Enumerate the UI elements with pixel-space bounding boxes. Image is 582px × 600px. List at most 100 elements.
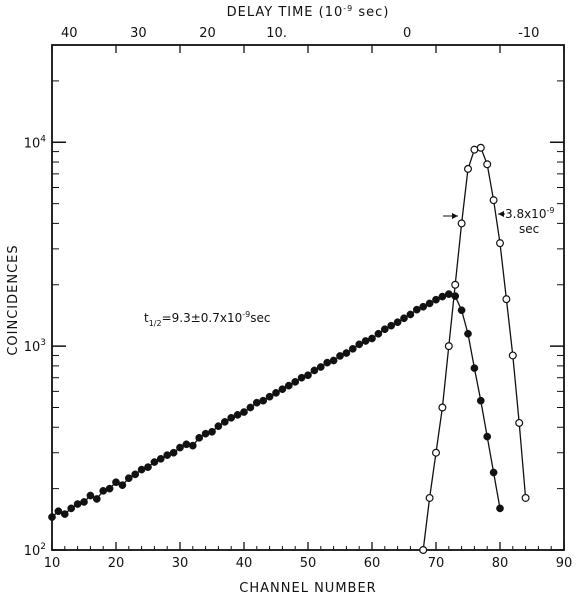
filled-data-point <box>80 498 88 506</box>
filled-data-point <box>297 373 306 382</box>
open-data-point <box>476 143 485 152</box>
y-tick-label: 104 <box>24 134 47 151</box>
y-axis-title: COINCIDENCES <box>6 244 21 355</box>
curves-layer <box>51 146 527 551</box>
open-data-point <box>419 545 428 554</box>
filled-data-point <box>310 366 319 375</box>
open-data-point <box>515 418 524 427</box>
filled-data-point <box>374 329 383 338</box>
filled-data-point <box>150 458 159 466</box>
filled-data-point <box>259 396 268 405</box>
y-tick-label: 103 <box>24 338 46 355</box>
filled-data-point <box>60 510 69 518</box>
open-data-point <box>438 403 447 412</box>
filled-data-point <box>406 310 415 319</box>
filled-data-point <box>355 340 364 349</box>
filled-data-point <box>118 481 127 490</box>
filled-data-point <box>144 463 152 471</box>
open-data-point <box>432 448 441 457</box>
filled-data-point <box>393 318 402 327</box>
svg-text:3.8x10-9: 3.8x10-9 <box>505 206 554 221</box>
x-tick-label: 60 <box>364 556 381 571</box>
top-axis-title: DELAY TIME (10-9 sec) <box>227 4 390 20</box>
open-data-point <box>502 295 511 304</box>
filled-data-point <box>361 337 370 345</box>
open-data-point <box>425 493 434 502</box>
x-tick-label: 70 <box>428 556 445 571</box>
y-tick-label: 102 <box>24 542 46 559</box>
filled-data-point <box>124 474 133 483</box>
filled-data-point <box>169 448 178 457</box>
filled-data-point <box>470 364 479 372</box>
x-tick-label: 10 <box>44 556 61 571</box>
x-tick-label: 20 <box>108 556 125 571</box>
filled-data-point <box>105 484 114 493</box>
open-data-point <box>496 239 505 248</box>
filled-data-point <box>476 396 485 405</box>
x-tick-label: 50 <box>300 556 317 571</box>
filled-data-point <box>489 468 498 477</box>
open-data-point <box>521 493 530 502</box>
filled-data-point <box>304 371 312 380</box>
filled-data-point <box>208 427 216 436</box>
top-tick-label: 10. <box>266 26 287 41</box>
filled-data-point <box>432 295 440 304</box>
filled-data-point <box>278 385 287 394</box>
x-tick-label: 80 <box>492 556 509 571</box>
filled-data-point <box>265 392 274 401</box>
open-data-point <box>508 351 517 360</box>
filled-data-point <box>483 432 492 441</box>
filled-data-point <box>227 413 236 422</box>
filled-data-point <box>246 403 255 412</box>
open-data-point <box>464 164 473 173</box>
filled-data-point <box>451 292 460 300</box>
x-axis-title: CHANNEL NUMBER <box>239 581 376 596</box>
top-tick-label: 20 <box>199 26 216 41</box>
filled-data-point <box>438 292 447 301</box>
filled-data-point <box>336 352 344 360</box>
filled-data-point <box>73 500 82 508</box>
top-tick-label: 40 <box>61 26 78 41</box>
filled-data-point <box>272 388 280 397</box>
filled-data-point <box>182 440 191 449</box>
filled-data-point <box>240 408 248 416</box>
ticks-layer: 10 20 30 40 50 60 70 80 90 102 103 104 40 30 20 10. 0 -10 <box>24 26 573 571</box>
x-tick-label: 40 <box>236 556 253 571</box>
filled-data-point <box>329 356 338 365</box>
filled-data-point <box>348 344 357 353</box>
points-layer <box>48 143 530 554</box>
filled-data-point <box>188 441 197 450</box>
filled-data-point <box>48 513 56 521</box>
filled-data-point <box>67 504 76 513</box>
filled-data-point <box>233 411 242 419</box>
filled-data-point <box>400 314 408 323</box>
filled-data-point <box>291 378 300 386</box>
filled-data-point <box>412 305 421 314</box>
svg-text:sec: sec <box>519 222 539 236</box>
filled-data-point <box>342 349 351 357</box>
top-tick-label: -10 <box>518 26 539 41</box>
filled-data-point <box>156 454 165 463</box>
filled-data-point <box>444 290 453 298</box>
filled-data-point <box>457 306 466 315</box>
filled-data-point <box>131 470 140 479</box>
filled-data-point <box>284 381 293 390</box>
plot-frame <box>51 44 565 551</box>
filled-data-point <box>387 321 396 330</box>
filled-data-point <box>99 487 108 495</box>
filled-data-point <box>252 398 261 407</box>
half-life-annotation: t1/2=9.3±0.7x10-9sec <box>144 310 270 328</box>
filled-data-point <box>323 358 332 367</box>
open-data-point <box>451 280 460 289</box>
filled-data-point <box>214 422 223 431</box>
open-data-point <box>489 196 498 205</box>
top-tick-label: 30 <box>130 26 147 41</box>
open-data-point <box>444 342 453 351</box>
fwhm-annotation: 3.8x10-9 sec <box>443 206 554 236</box>
open-data-point <box>470 145 479 154</box>
filled-data-point <box>201 429 210 438</box>
filled-data-point <box>112 478 120 487</box>
filled-data-point <box>368 334 376 343</box>
open-data-point <box>483 160 492 169</box>
